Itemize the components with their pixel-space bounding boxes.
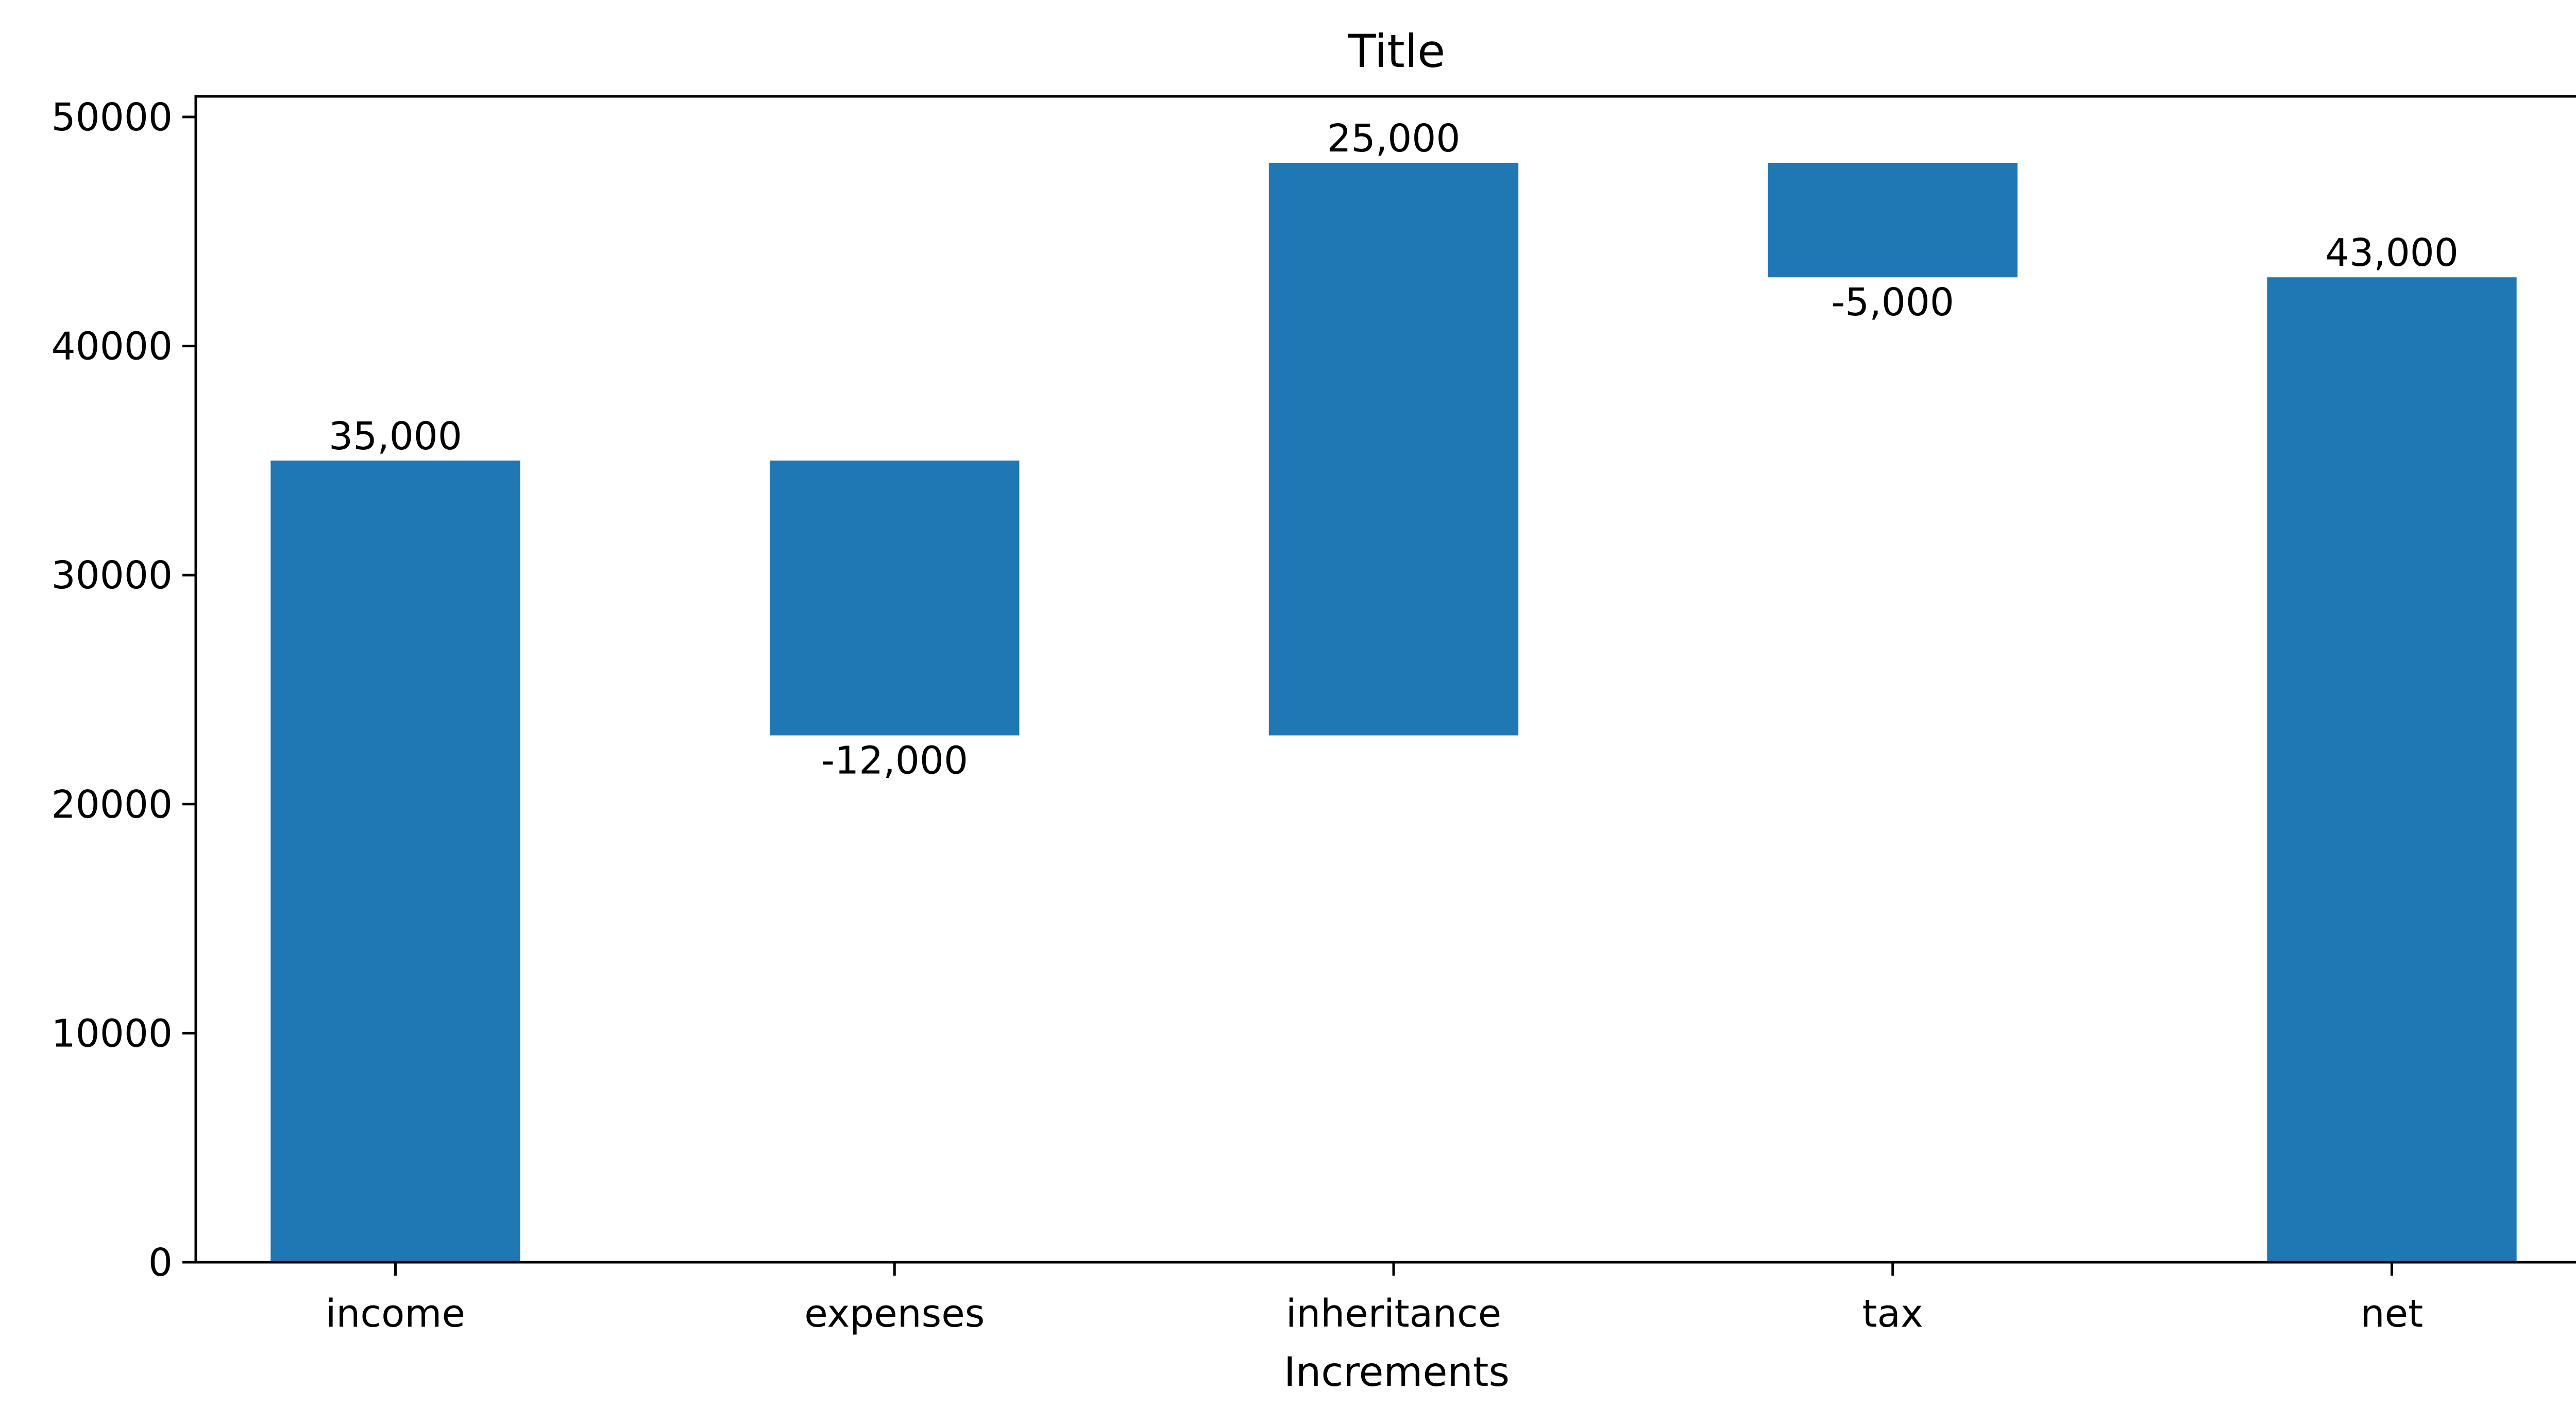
- chart-title: Title: [1348, 25, 1446, 78]
- x-tick-label-inheritance: inheritance: [1286, 1292, 1501, 1336]
- y-tick-label-50000: 50000: [52, 95, 173, 140]
- y-tick-label-40000: 40000: [52, 325, 173, 369]
- x-tick-label-expenses: expenses: [804, 1292, 985, 1336]
- data-label-tax: -5,000: [1831, 280, 1954, 325]
- bar-inheritance: [1268, 162, 1519, 736]
- data-label-net: 43,000: [2325, 231, 2459, 275]
- data-label-inheritance: 25,000: [1327, 116, 1461, 161]
- data-label-income: 35,000: [329, 414, 462, 459]
- y-tick-label-10000: 10000: [52, 1011, 173, 1056]
- bars-layer: [270, 162, 2517, 1262]
- data-label-expenses: -12,000: [821, 738, 968, 783]
- bar-income: [270, 460, 520, 1262]
- y-tick-label-30000: 30000: [52, 553, 173, 598]
- x-tick-label-tax: tax: [1862, 1292, 1923, 1336]
- y-tick-label-0: 0: [148, 1241, 173, 1285]
- data-labels-layer: 35,000 -12,000 25,000 -5,000 43,000: [329, 116, 2459, 783]
- x-axis: income expenses inheritance tax net: [326, 1262, 2423, 1336]
- bar-net: [2267, 277, 2517, 1262]
- x-tick-label-income: income: [326, 1292, 465, 1336]
- x-tick-label-net: net: [2361, 1292, 2423, 1336]
- bar-expenses: [770, 460, 1020, 736]
- bar-tax: [1768, 162, 2018, 278]
- x-axis-title: Increments: [1284, 1349, 1510, 1396]
- y-tick-label-20000: 20000: [52, 783, 173, 827]
- plot-frame: [194, 95, 2576, 1264]
- y-axis: 0 10000 20000 30000 40000 50000: [52, 95, 196, 1285]
